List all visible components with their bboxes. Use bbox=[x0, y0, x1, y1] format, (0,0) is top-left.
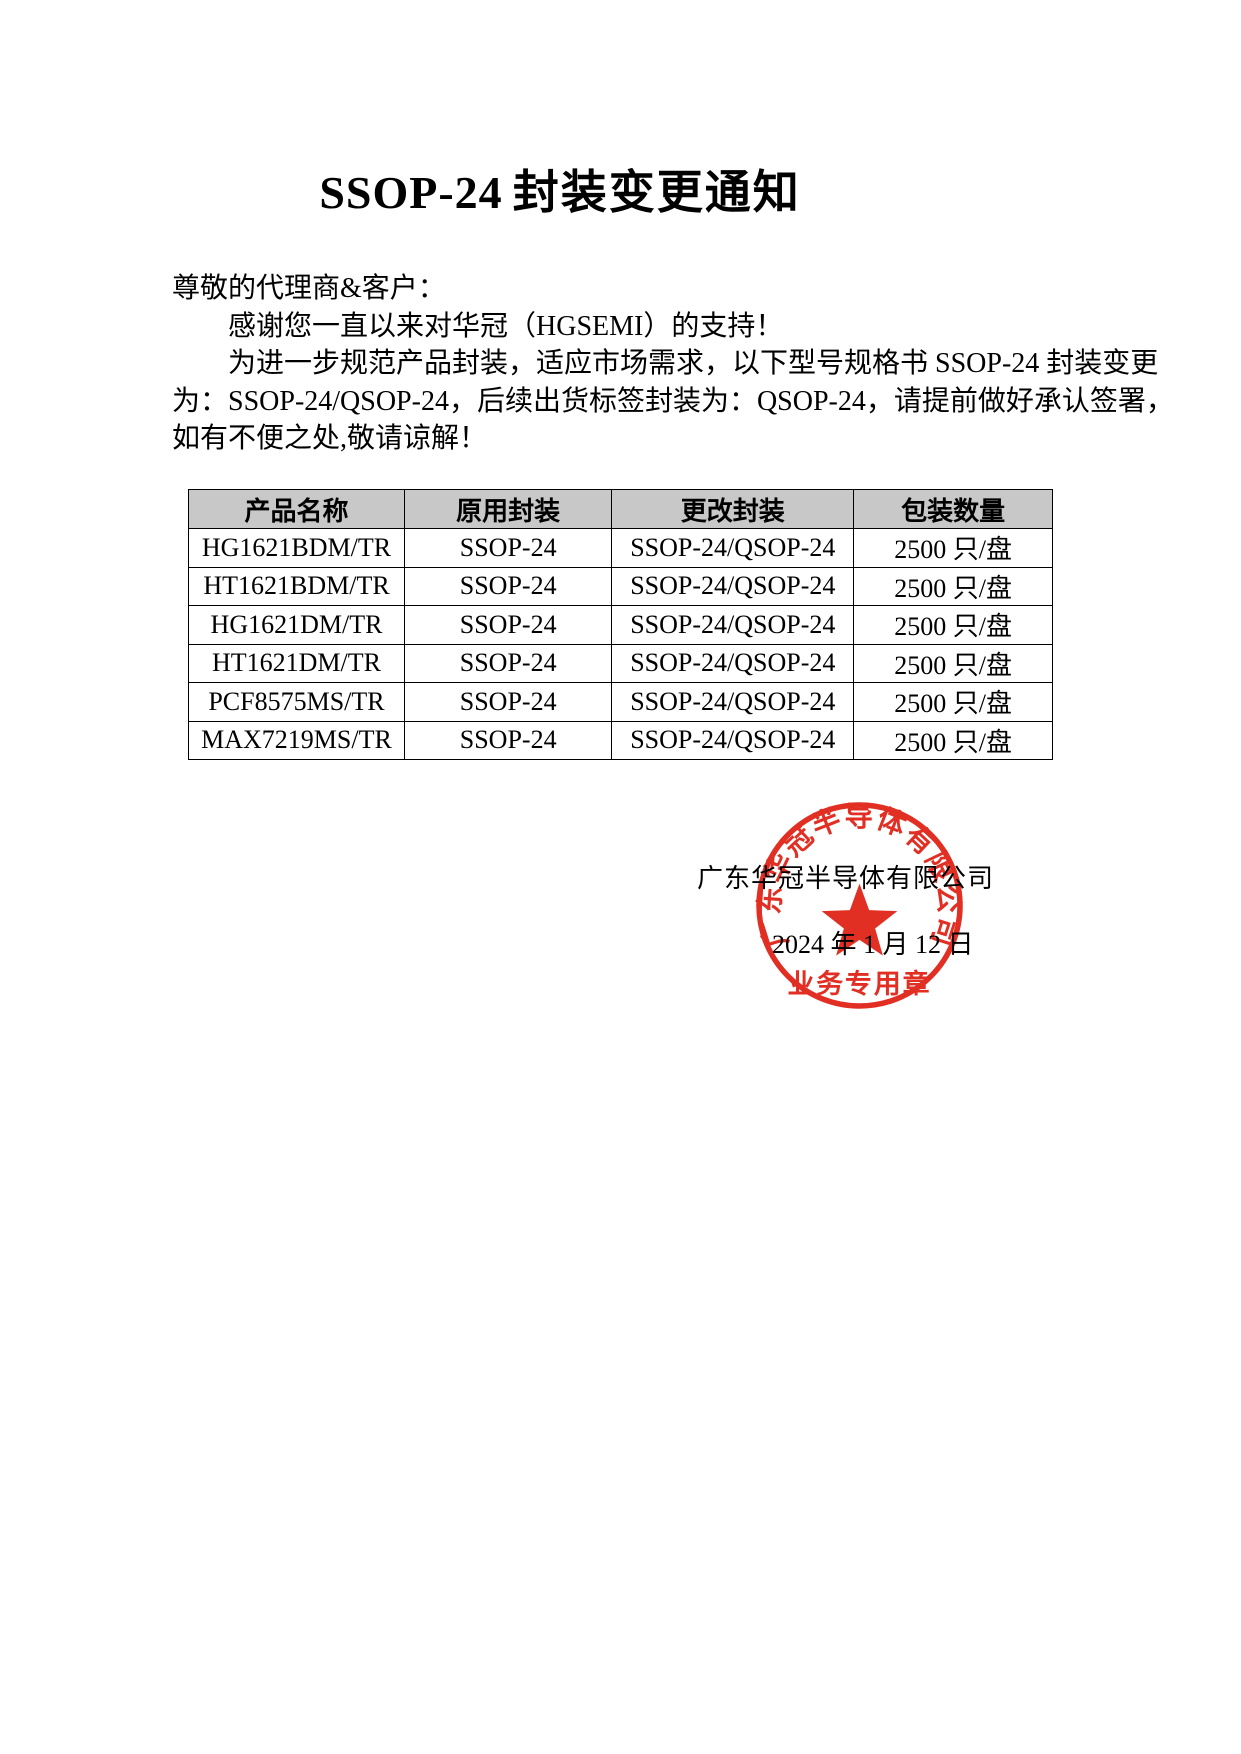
cell-changed: SSOP-24/QSOP-24 bbox=[611, 643, 855, 683]
paragraph-line: 为：SSOP-24/QSOP-24，后续出货标签封装为：QSOP-24，请提前做… bbox=[172, 385, 1174, 417]
cell-qty: 2500 只/盘 bbox=[853, 720, 1053, 760]
column-header-original-package: 原用封装 bbox=[403, 489, 613, 529]
cell-original: SSOP-24 bbox=[403, 528, 613, 568]
table-row: HT1621DM/TR SSOP-24 SSOP-24/QSOP-24 2500… bbox=[188, 643, 1053, 683]
cell-qty: 2500 只/盘 bbox=[853, 566, 1053, 606]
cell-original: SSOP-24 bbox=[403, 720, 613, 760]
cell-changed: SSOP-24/QSOP-24 bbox=[611, 528, 855, 568]
table-row: PCF8575MS/TR SSOP-24 SSOP-24/QSOP-24 250… bbox=[188, 682, 1053, 722]
cell-product: HG1621DM/TR bbox=[188, 605, 405, 645]
table-row: HG1621BDM/TR SSOP-24 SSOP-24/QSOP-24 250… bbox=[188, 528, 1053, 568]
cell-product: HG1621BDM/TR bbox=[188, 528, 405, 568]
paragraph-line: 为进一步规范产品封装，适应市场需求，以下型号规格书 SSOP-24 封装变更 bbox=[228, 348, 1159, 379]
table-row: HT1621BDM/TR SSOP-24 SSOP-24/QSOP-24 250… bbox=[188, 566, 1053, 606]
cell-changed: SSOP-24/QSOP-24 bbox=[611, 566, 855, 606]
cell-product: PCF8575MS/TR bbox=[188, 682, 405, 722]
seal-star-icon bbox=[821, 883, 898, 956]
company-seal-stamp: 广东华冠半导体有限公司 业务专用章 bbox=[750, 796, 969, 1015]
cell-product: HT1621DM/TR bbox=[188, 643, 405, 683]
cell-qty: 2500 只/盘 bbox=[853, 605, 1053, 645]
notice-body: 尊敬的代理商&客户： 感谢您一直以来对华冠（HGSEMI）的支持！ 为进一步规范… bbox=[172, 270, 1174, 458]
cell-qty: 2500 只/盘 bbox=[853, 682, 1053, 722]
cell-original: SSOP-24 bbox=[403, 566, 613, 606]
table-row: HG1621DM/TR SSOP-24 SSOP-24/QSOP-24 2500… bbox=[188, 605, 1053, 645]
table-header-row: 产品名称 原用封装 更改封装 包装数量 bbox=[188, 489, 1053, 529]
page-title: SSOP-24 封装变更通知 bbox=[172, 156, 948, 222]
cell-qty: 2500 只/盘 bbox=[853, 528, 1053, 568]
cell-original: SSOP-24 bbox=[403, 605, 613, 645]
package-change-table: 产品名称 原用封装 更改封装 包装数量 HG1621BDM/TR SSOP-24… bbox=[188, 489, 1053, 760]
seal-bottom-text: 业务专用章 bbox=[787, 968, 931, 999]
cell-product: HT1621BDM/TR bbox=[188, 566, 405, 606]
paragraph-line: 如有不便之处,敬请谅解！ bbox=[172, 423, 488, 454]
seal-ring bbox=[756, 802, 963, 1009]
page-title-latin: SSOP-24 bbox=[319, 167, 503, 218]
cell-changed: SSOP-24/QSOP-24 bbox=[611, 605, 855, 645]
cell-changed: SSOP-24/QSOP-24 bbox=[611, 682, 855, 722]
cell-product: MAX7219MS/TR bbox=[188, 720, 405, 760]
table-row: MAX7219MS/TR SSOP-24 SSOP-24/QSOP-24 250… bbox=[188, 720, 1053, 760]
column-header-packing-qty: 包装数量 bbox=[853, 489, 1053, 529]
cell-original: SSOP-24 bbox=[403, 682, 613, 722]
cell-changed: SSOP-24/QSOP-24 bbox=[611, 720, 855, 760]
column-header-product: 产品名称 bbox=[188, 489, 405, 529]
column-header-changed-package: 更改封装 bbox=[611, 489, 855, 529]
thanks-line: 感谢您一直以来对华冠（HGSEMI）的支持！ bbox=[228, 310, 784, 342]
cell-original: SSOP-24 bbox=[403, 643, 613, 683]
signature-company: 广东华冠半导体有限公司 bbox=[697, 864, 995, 893]
page-title-cjk: 封装变更通知 bbox=[512, 166, 801, 218]
cell-qty: 2500 只/盘 bbox=[853, 643, 1053, 683]
salutation: 尊敬的代理商&客户： bbox=[172, 273, 446, 304]
seal-graphic: 广东华冠半导体有限公司 业务专用章 bbox=[753, 801, 963, 1009]
